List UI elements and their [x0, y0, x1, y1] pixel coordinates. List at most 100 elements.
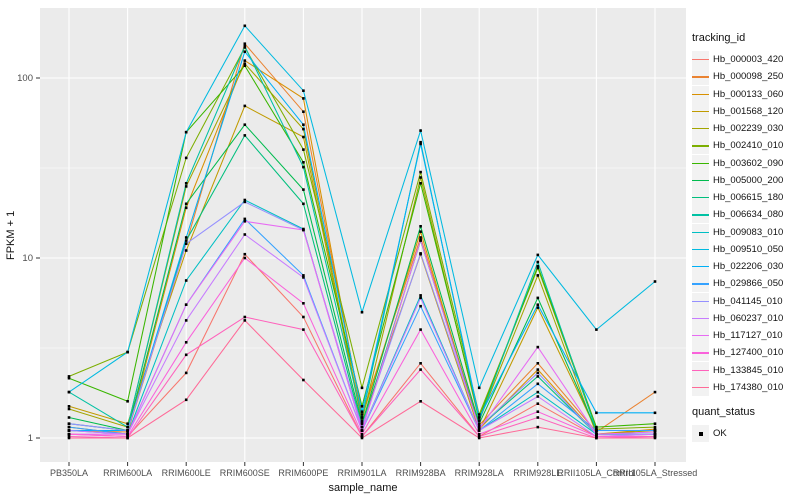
data-point [536, 264, 540, 268]
data-point [595, 430, 598, 434]
data-point [243, 315, 247, 319]
legend-entry-label: Hb_127400_010 [713, 347, 784, 359]
data-point [302, 315, 305, 319]
data-point [477, 416, 481, 419]
data-point [302, 274, 305, 277]
data-point [184, 185, 188, 188]
legend-key-swatch [692, 309, 709, 327]
data-point [184, 303, 188, 306]
data-point [67, 375, 71, 378]
legend-entry-label: Hb_041145_010 [713, 295, 783, 307]
data-point [536, 390, 540, 394]
legend-key-swatch [692, 51, 709, 69]
data-point [302, 110, 305, 113]
data-point [360, 432, 364, 436]
data-point [67, 436, 71, 440]
data-point [536, 402, 540, 405]
data-point [360, 413, 364, 416]
legend-entry-Hb_174380_010: Hb_174380_010 [692, 378, 800, 396]
y-tick-label: 100 [17, 73, 33, 84]
legend-entry-label: Hb_060237_010 [713, 312, 784, 324]
data-point [360, 386, 364, 390]
data-point [360, 435, 364, 438]
legend-key-swatch [692, 292, 709, 310]
legend-key-swatch [692, 378, 709, 396]
data-point [302, 202, 305, 206]
data-point [419, 170, 422, 174]
data-point [536, 345, 540, 349]
data-point [243, 123, 247, 126]
data-point [419, 230, 422, 233]
legend-key-swatch [692, 275, 709, 293]
data-point [653, 425, 657, 429]
data-point [184, 341, 188, 344]
data-point [419, 304, 422, 308]
data-point [243, 42, 247, 45]
legend-entry-Hb_001568_120: Hb_001568_120 [692, 102, 800, 120]
data-point [302, 188, 305, 191]
data-point [302, 123, 305, 126]
data-point [243, 62, 247, 65]
legend-entry-label: Hb_000133_060 [713, 88, 784, 100]
data-point [595, 328, 598, 331]
legend-entry-label: Hb_002410_010 [713, 140, 784, 152]
x-tick-label: PB350LA [50, 468, 88, 478]
legend-entry-label: Hb_006634_080 [713, 209, 784, 221]
x-tick-label: RRIM600PE [278, 468, 328, 478]
data-point [477, 432, 481, 436]
legend-key-swatch [692, 137, 709, 155]
legend-line-icon [692, 317, 709, 320]
data-point [67, 407, 71, 411]
legend-entry-label: Hb_133845_010 [713, 364, 784, 376]
legend-entry-label: Hb_005000_200 [713, 174, 784, 186]
legend-line-icon [692, 248, 709, 251]
data-point [184, 239, 188, 242]
legend-key-swatch [692, 223, 709, 241]
legend-entry-Hb_006634_080: Hb_006634_080 [692, 206, 800, 224]
x-tick-label: RRIM928LA [455, 468, 504, 478]
data-point [243, 217, 247, 221]
data-point [126, 436, 129, 440]
data-point [243, 200, 247, 204]
legend-entry-Hb_002410_010: Hb_002410_010 [692, 137, 800, 155]
legend-key-swatch [692, 206, 709, 224]
data-point [595, 411, 598, 415]
x-tick-label: RRIM600SE [220, 468, 270, 478]
data-point [419, 142, 422, 146]
quant-status-block: quant_status OK [692, 406, 800, 443]
data-point [243, 24, 247, 28]
legend-entry-Hb_002239_030: Hb_002239_030 [692, 120, 800, 138]
y-tick-label: 10 [22, 253, 33, 264]
data-point [419, 252, 422, 255]
data-point [184, 202, 188, 206]
data-point [184, 249, 188, 252]
data-point [477, 423, 481, 427]
data-point [419, 368, 422, 371]
data-point [477, 435, 481, 438]
data-point [653, 427, 657, 431]
data-point [67, 432, 71, 436]
legend-entry-label: Hb_009510_050 [713, 243, 784, 255]
data-point [653, 429, 657, 432]
data-point [67, 422, 71, 425]
y-axis-title: FPKM + 1 [5, 210, 17, 260]
data-point [536, 425, 540, 429]
data-point [126, 400, 129, 403]
legend-line-icon [692, 283, 709, 285]
legend-entry-label: Hb_117127_010 [713, 330, 783, 342]
legend-key-swatch [692, 154, 709, 172]
data-point [477, 386, 481, 390]
data-point [184, 236, 188, 239]
legend-line-icon [692, 162, 709, 164]
legend-key-swatch [692, 120, 709, 138]
data-point [595, 427, 598, 431]
data-point [536, 395, 540, 398]
data-point [302, 328, 305, 331]
legend-entry-Hb_060237_010: Hb_060237_010 [692, 309, 800, 327]
data-point [536, 416, 540, 419]
data-point [360, 310, 364, 314]
data-point [419, 362, 422, 365]
legend-key-swatch [692, 344, 709, 362]
